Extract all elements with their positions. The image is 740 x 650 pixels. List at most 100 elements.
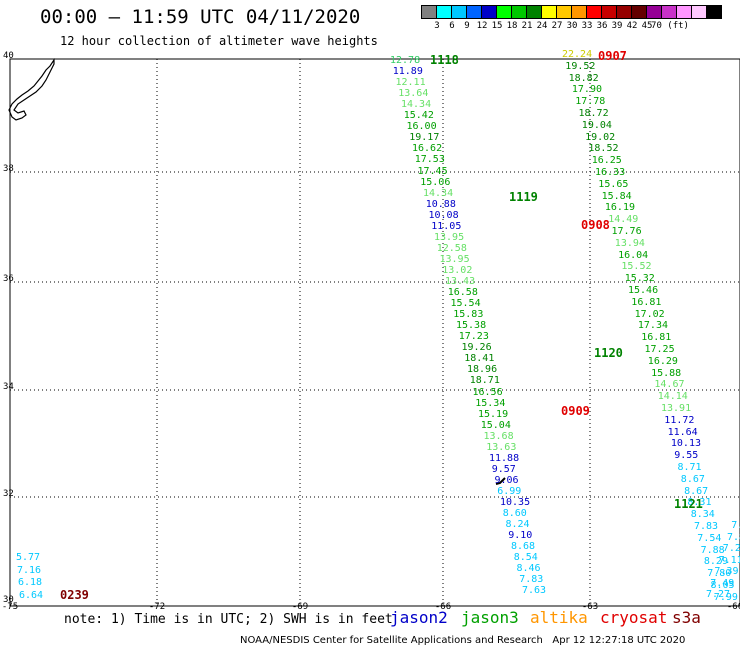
wave-height-value: 9.06 bbox=[494, 474, 519, 486]
wave-height-value: 16.58 bbox=[447, 287, 478, 299]
color-legend-label: 42 bbox=[626, 21, 638, 31]
color-legend-label: 39 bbox=[611, 21, 623, 31]
wave-height-value: 16.19 bbox=[604, 202, 635, 214]
wave-height-value: 17.45 bbox=[417, 165, 448, 177]
pass-time-label: 0908 bbox=[581, 218, 610, 232]
wave-height-value: 19.02 bbox=[585, 131, 616, 143]
pass-time-label: 1118 bbox=[430, 53, 459, 67]
wave-height-value: 5.77 bbox=[16, 552, 41, 563]
map-frame bbox=[9, 58, 740, 607]
longitude-label: -63 bbox=[581, 602, 599, 612]
color-legend-label: 3 bbox=[434, 21, 440, 31]
wave-height-value: 12.58 bbox=[436, 242, 467, 254]
pass-time-label: 0907 bbox=[598, 49, 627, 63]
pass-time-label: 1121 bbox=[674, 497, 703, 511]
latitude-label: 40 bbox=[3, 51, 14, 61]
wave-height-value: 7.49 bbox=[710, 577, 735, 589]
wave-height-value: 16.81 bbox=[631, 296, 662, 308]
wave-height-value: 13.43 bbox=[445, 276, 476, 287]
wave-height-value: 6.18 bbox=[18, 577, 43, 588]
wave-height-value: 13.64 bbox=[398, 88, 429, 100]
wave-height-value: 7.99 bbox=[713, 591, 738, 603]
wave-height-value: 18.82 bbox=[568, 72, 599, 84]
wave-height-value: 13.95 bbox=[439, 253, 470, 265]
wave-height-value: 17.02 bbox=[634, 308, 665, 320]
footer-credit: NOAA/NESDIS Center for Satellite Applica… bbox=[240, 635, 686, 646]
wave-height-value: 17.34 bbox=[637, 320, 668, 332]
wave-height-value: 13.02 bbox=[442, 264, 473, 276]
pass-time-label: 0909 bbox=[561, 404, 590, 418]
wave-height-value: 15.84 bbox=[601, 190, 632, 202]
wave-height-value: 18.96 bbox=[467, 364, 498, 376]
wave-height-value: 10.88 bbox=[425, 198, 456, 210]
wave-height-value: 17.23 bbox=[458, 331, 489, 343]
page-title: 00:00 – 11:59 UTC 04/11/2020 bbox=[40, 6, 361, 28]
wave-height-value: 19.17 bbox=[409, 132, 440, 144]
wave-height-value: 19.52 bbox=[565, 60, 596, 72]
wave-height-value: 8.60 bbox=[502, 508, 527, 520]
wave-height-value: 8.71 bbox=[677, 462, 702, 473]
wave-height-value: 6.99 bbox=[497, 485, 522, 497]
wave-height-value: 7.8 bbox=[727, 531, 740, 543]
color-legend-label: 45 bbox=[641, 21, 653, 31]
wave-height-value: 9.10 bbox=[508, 530, 533, 542]
wave-height-value: 15.65 bbox=[598, 178, 629, 190]
longitude-label: -60 bbox=[726, 602, 740, 612]
pass-time-label: 1120 bbox=[594, 346, 623, 360]
color-legend-label: 30 bbox=[566, 21, 578, 31]
satellite-legend-jason2: jason2 bbox=[390, 608, 448, 627]
satellite-legend-s3a: s3a bbox=[672, 608, 701, 627]
note-text: note: 1) Time is in UTC; 2) SWH is in fe… bbox=[64, 612, 393, 627]
wave-height-value: 13.95 bbox=[434, 231, 465, 243]
wave-height-value: 18.52 bbox=[588, 143, 619, 155]
wave-height-value: 13.68 bbox=[483, 430, 514, 442]
latitude-label: 38 bbox=[3, 164, 14, 174]
wave-height-value: 7.63 bbox=[522, 585, 547, 597]
wave-height-value: 16.33 bbox=[595, 167, 626, 178]
wave-height-value: 15.34 bbox=[475, 397, 506, 409]
wave-height-value: 16.29 bbox=[647, 355, 678, 367]
grid-lines bbox=[10, 59, 740, 606]
wave-height-value: 19.04 bbox=[581, 119, 612, 131]
wave-height-value: 8.67 bbox=[680, 473, 705, 485]
color-legend-label: 15 bbox=[491, 21, 503, 31]
wave-height-value: 8.67 bbox=[684, 485, 709, 497]
wave-height-value: 18.72 bbox=[578, 108, 609, 119]
latitude-label: 34 bbox=[3, 382, 14, 392]
wave-height-value: 15.46 bbox=[628, 285, 659, 296]
wave-height-value: 15.04 bbox=[480, 419, 511, 431]
wave-height-value: 15.42 bbox=[403, 110, 434, 122]
wave-height-value: 11.05 bbox=[431, 220, 462, 232]
wave-height-value: 11.89 bbox=[392, 66, 423, 78]
wave-height-value: 8.29 bbox=[703, 556, 728, 568]
wave-height-value: 15.19 bbox=[478, 408, 509, 420]
wave-height-value: 15.06 bbox=[420, 176, 451, 188]
satellite-legend-jason3: jason3 bbox=[461, 608, 519, 627]
color-legend-label: 18 bbox=[506, 21, 518, 31]
wave-height-value: 8.34 bbox=[690, 509, 715, 521]
satellite-legend-altika: altika bbox=[530, 608, 588, 627]
wave-height-value: 11.88 bbox=[489, 452, 520, 464]
wave-height-value: 10.13 bbox=[670, 438, 701, 450]
wave-height-value: 16.56 bbox=[472, 386, 503, 398]
wave-height-value: 14.34 bbox=[423, 187, 454, 199]
color-legend bbox=[421, 5, 722, 19]
wave-height-value: 10.08 bbox=[428, 209, 459, 221]
wave-height-value: 16.62 bbox=[412, 143, 443, 155]
wave-height-value: 8.05 bbox=[710, 580, 735, 591]
longitude-label: -66 bbox=[434, 602, 452, 612]
wave-height-value: 18.71 bbox=[469, 375, 500, 387]
color-legend-label: 27 bbox=[551, 21, 563, 31]
wave-height-value: 7.54 bbox=[697, 532, 722, 544]
wave-height-value: 9.57 bbox=[491, 463, 516, 475]
wave-height-value: 16.04 bbox=[618, 249, 649, 261]
wave-height-value: 19.26 bbox=[461, 342, 492, 354]
wave-height-value: 7. bbox=[731, 520, 740, 531]
wave-height-value: 11.64 bbox=[667, 426, 698, 438]
page-subtitle: 12 hour collection of altimeter wave hei… bbox=[60, 34, 378, 48]
wave-height-value: 14.34 bbox=[401, 99, 432, 111]
wave-height-value: 13.91 bbox=[661, 403, 692, 414]
wave-height-value: 18.41 bbox=[464, 353, 495, 365]
wave-height-value: 15.32 bbox=[624, 273, 655, 285]
wave-height-value: 15.83 bbox=[453, 309, 484, 321]
